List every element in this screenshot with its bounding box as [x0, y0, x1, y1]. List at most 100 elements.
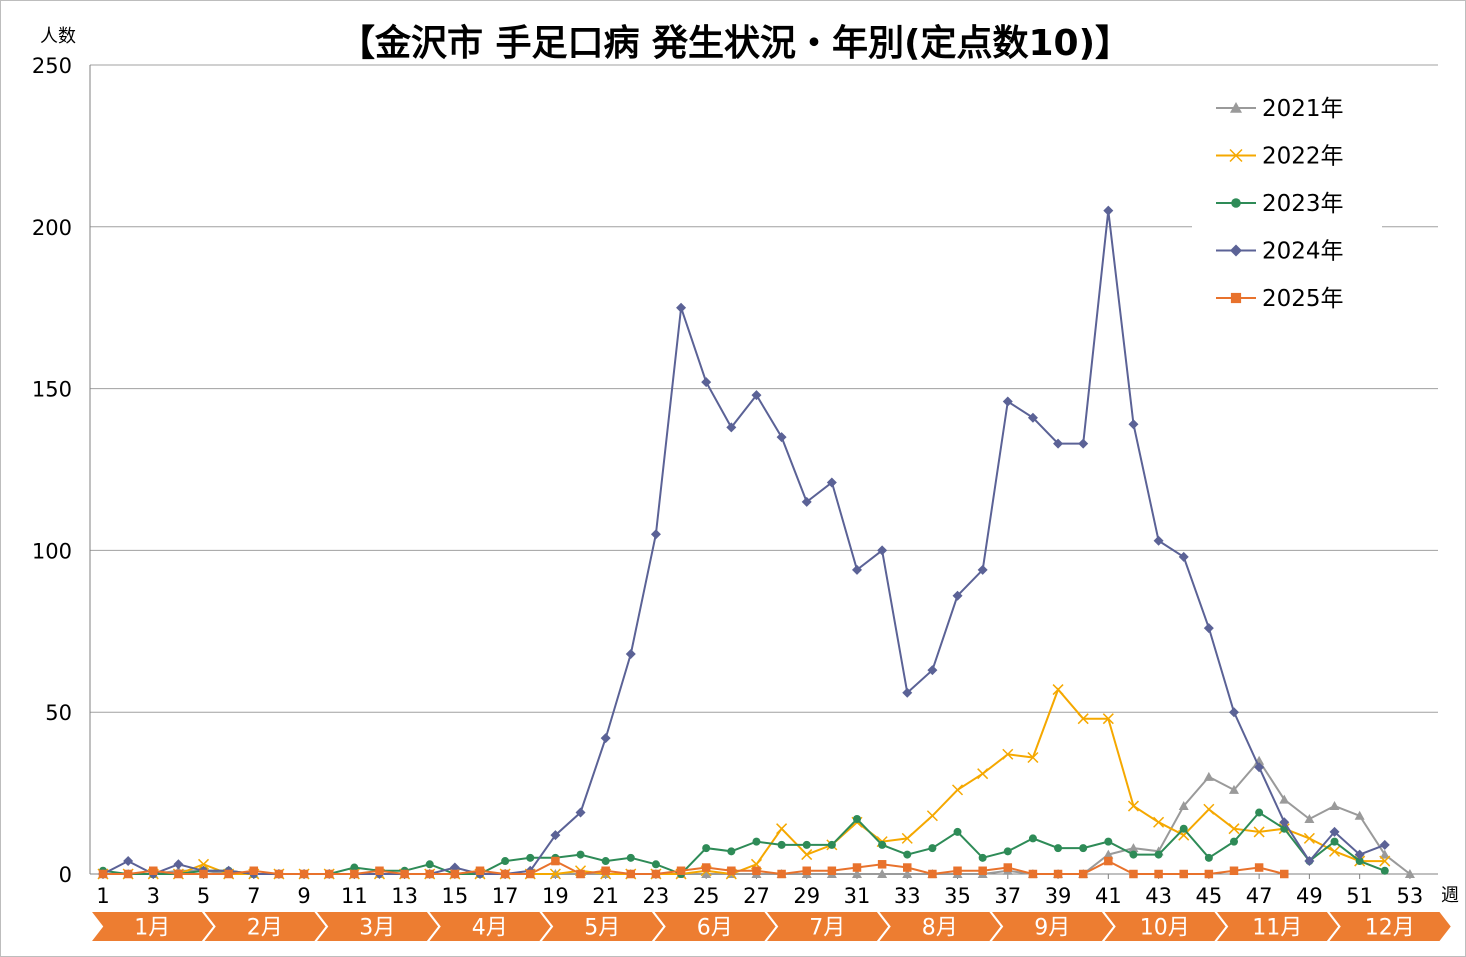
data-point — [1129, 850, 1138, 859]
x-tick-label: 25 — [693, 884, 720, 908]
data-point — [274, 869, 284, 879]
data-point — [676, 866, 686, 876]
data-point — [173, 859, 184, 870]
data-point — [224, 869, 233, 879]
data-point — [1002, 748, 1014, 760]
data-point — [1228, 823, 1240, 835]
y-tick-label: 150 — [32, 378, 72, 402]
data-point — [928, 844, 937, 853]
data-point — [1154, 850, 1163, 859]
x-tick-label: 9 — [297, 884, 310, 908]
data-point — [1178, 551, 1189, 562]
data-point — [1103, 205, 1114, 216]
x-tick-label: 3 — [147, 884, 160, 908]
data-point — [1329, 826, 1340, 837]
data-point — [702, 844, 711, 853]
x-tick-label: 39 — [1045, 884, 1072, 908]
data-point — [1379, 839, 1390, 850]
data-point — [1078, 869, 1088, 879]
data-point — [953, 866, 962, 876]
x-tick-label: 33 — [894, 884, 921, 908]
data-point — [676, 302, 687, 313]
data-point — [601, 857, 610, 866]
data-point — [600, 733, 611, 744]
x-ticks: 1 3 5 7 9 11 13 15 17 19 21 23 25 27 29 31 33 35 37 39 41 43 4… — [96, 874, 1423, 908]
y-ticks: 0 50 100 150 200 250 — [32, 54, 72, 887]
x-tick-label: 45 — [1195, 884, 1222, 908]
x-axis-label: 週 — [1441, 885, 1459, 906]
data-point — [1231, 198, 1241, 208]
data-point — [1228, 784, 1239, 794]
data-point — [878, 840, 887, 849]
data-point — [801, 849, 813, 861]
data-point — [299, 869, 309, 879]
data-point — [1053, 438, 1064, 449]
data-point — [1329, 801, 1340, 811]
data-point — [1052, 684, 1064, 696]
x-tick-label: 49 — [1296, 884, 1323, 908]
legend-item: 2021年 — [1216, 96, 1344, 122]
data-point — [1204, 869, 1214, 879]
x-tick-label: 53 — [1397, 884, 1424, 908]
data-point — [1204, 853, 1213, 862]
data-point — [1404, 869, 1415, 878]
x-tick-label: 19 — [542, 884, 569, 908]
data-point — [400, 869, 409, 879]
data-point — [199, 869, 208, 879]
data-point — [1179, 869, 1188, 879]
data-point — [1304, 813, 1315, 823]
y-tick-label: 200 — [32, 216, 72, 240]
x-tick-label: 29 — [793, 884, 820, 908]
data-point — [1078, 438, 1089, 449]
month-band: 1月 2月 3月 4月 5月 6月 7月 8月 9月 10月 11月 12月 — [87, 910, 1454, 943]
data-point — [903, 863, 912, 872]
month-label: 10月 — [1140, 916, 1190, 941]
data-point — [1179, 824, 1188, 833]
y-tick-label: 0 — [59, 863, 72, 887]
data-point — [977, 564, 988, 575]
chart-title: 【金沢市 手足口病 発生状況・年別(定点数10)】 — [339, 22, 1131, 64]
data-point — [903, 850, 912, 859]
x-tick-label: 41 — [1095, 884, 1122, 908]
data-point — [1280, 869, 1289, 879]
data-point — [927, 665, 938, 676]
data-point — [951, 784, 964, 796]
data-point — [500, 869, 510, 879]
data-point — [1328, 845, 1341, 857]
data-point — [1127, 800, 1139, 812]
data-point — [1279, 817, 1290, 828]
data-point — [324, 869, 334, 879]
data-point — [1154, 869, 1163, 879]
data-point — [1203, 803, 1215, 815]
data-point — [174, 869, 183, 879]
data-point — [953, 827, 962, 836]
legend-label: 2023年 — [1262, 191, 1344, 217]
x-tick-label: 17 — [492, 884, 519, 908]
data-point — [1003, 863, 1013, 872]
data-point — [1053, 869, 1063, 879]
data-point — [752, 837, 761, 846]
data-point — [549, 868, 561, 880]
data-point — [1303, 832, 1315, 844]
legend-label: 2021年 — [1262, 96, 1344, 122]
x-tick-label: 37 — [994, 884, 1021, 908]
data-point — [98, 869, 108, 879]
data-point — [1203, 623, 1214, 634]
month-label: 7月 — [809, 916, 845, 941]
data-point — [1354, 810, 1365, 820]
data-point — [1229, 148, 1243, 163]
series-line — [103, 759, 1411, 875]
x-tick-label: 23 — [643, 884, 670, 908]
series-2023年 — [99, 808, 1389, 878]
month-label: 11月 — [1252, 916, 1302, 941]
data-point — [802, 840, 811, 849]
data-point — [727, 847, 736, 856]
data-point — [350, 869, 359, 879]
data-point — [1153, 816, 1165, 828]
series-2025年 — [98, 856, 1289, 879]
legend-item: 2022年 — [1216, 144, 1344, 170]
data-point — [726, 422, 737, 433]
data-point — [928, 869, 937, 879]
y-tick-label: 250 — [32, 54, 72, 78]
